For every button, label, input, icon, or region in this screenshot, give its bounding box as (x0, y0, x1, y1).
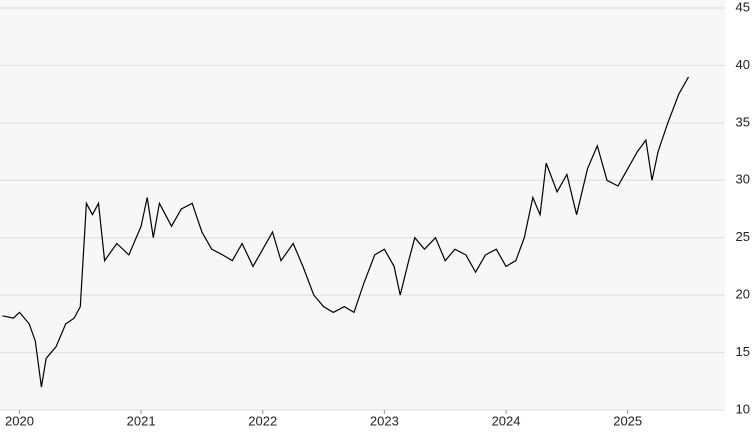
y-tick-label: 25 (736, 229, 750, 244)
y-tick-label: 40 (736, 57, 750, 72)
y-tick-label: 35 (736, 114, 750, 129)
plot-area (0, 0, 725, 410)
y-tick-label: 30 (736, 172, 750, 187)
x-tick-label: 2020 (5, 413, 34, 428)
price-line (2, 76, 690, 388)
x-tick-label: 2024 (492, 413, 521, 428)
x-tick-label: 2023 (370, 413, 399, 428)
x-tick-label: 2021 (127, 413, 156, 428)
x-tick-label: 2022 (248, 413, 277, 428)
y-tick-label: 20 (736, 287, 750, 302)
y-tick-label: 45 (736, 0, 750, 14)
y-tick-label: 15 (736, 344, 750, 359)
x-tick-label: 2025 (613, 413, 642, 428)
y-tick-label: 10 (736, 401, 750, 416)
